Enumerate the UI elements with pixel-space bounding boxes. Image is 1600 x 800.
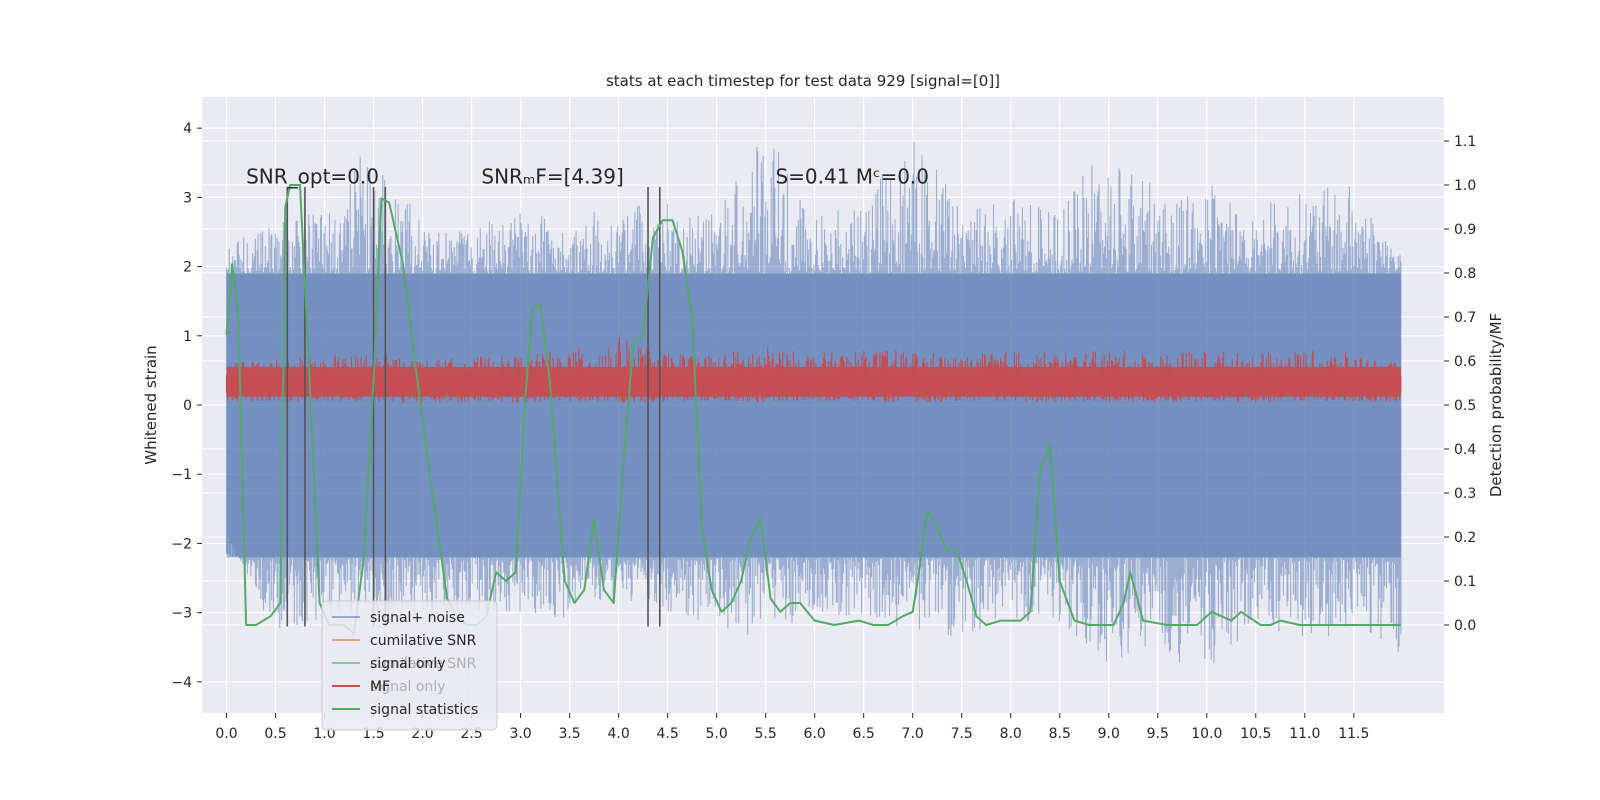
y-tick-label: −4 xyxy=(171,675,192,691)
mf-series xyxy=(225,336,1402,403)
x-tick-label: 9.5 xyxy=(1147,726,1169,742)
y2-tick-label: 0.8 xyxy=(1454,266,1476,282)
y2-tick-label: 1.0 xyxy=(1454,178,1476,194)
y2-tick-label: 0.5 xyxy=(1454,398,1476,414)
x-tick-label: 10.0 xyxy=(1191,726,1222,742)
x-tick-label: 3.5 xyxy=(558,726,580,742)
legend-label: signal+ noise xyxy=(370,610,465,626)
y2-tick-label: 0.7 xyxy=(1454,310,1476,326)
annotation-text: SNR_opt=0.0 xyxy=(246,165,379,189)
x-tick-label: 9.0 xyxy=(1098,726,1120,742)
x-tick-label: 6.0 xyxy=(804,726,826,742)
legend-label: cumilative SNR xyxy=(370,633,477,649)
y-axis-left: −4 −3 −2 −1 0 1 2 3 4 xyxy=(171,121,202,691)
x-tick-label: 5.5 xyxy=(755,726,777,742)
y2-tick-label: 0.6 xyxy=(1454,354,1476,370)
legend-ghost-label: signal only xyxy=(370,679,445,695)
y-tick-label: −3 xyxy=(171,606,192,622)
x-tick-label: 7.0 xyxy=(902,726,924,742)
annotations: SNR_opt=0.0 SNRₘF=[4.39] S=0.41 Mᶜ=0.0 xyxy=(246,165,929,189)
y-tick-label: 4 xyxy=(183,121,192,137)
x-tick-label: 4.0 xyxy=(607,726,629,742)
x-tick-label: 3.0 xyxy=(509,726,531,742)
x-tick-label: 11.5 xyxy=(1338,726,1369,742)
legend-label: signal only xyxy=(370,656,445,672)
y2-tick-label: 0.4 xyxy=(1454,442,1476,458)
x-tick-label: 5.0 xyxy=(706,726,728,742)
x-axis: 0.0 0.5 1.0 1.5 2.0 2.5 3.0 3.5 4.0 4.5 5.0 5.5 6.0 6… xyxy=(215,713,1369,742)
legend-ghost-label: cumilative SNR xyxy=(370,656,477,672)
y-tick-label: 3 xyxy=(183,190,192,206)
vertical-markers xyxy=(286,186,661,627)
mf-trace xyxy=(225,336,1402,403)
x-tick-label: 0.0 xyxy=(215,726,237,742)
y2-tick-label: 1.1 xyxy=(1454,134,1476,150)
y2-tick-label: 0.2 xyxy=(1454,530,1476,546)
chart-title: stats at each timestep for test data 929… xyxy=(606,72,1000,90)
x-tick-label: 6.5 xyxy=(853,726,875,742)
y2-tick-label: 0.3 xyxy=(1454,486,1476,502)
x-tick-label: 0.5 xyxy=(264,726,286,742)
x-tick-label: 4.5 xyxy=(656,726,678,742)
y-tick-label: 0 xyxy=(183,398,192,414)
legend-box xyxy=(321,600,498,731)
annotation-text: SNRₘF=[4.39] xyxy=(481,165,623,189)
y2-tick-label: 0.1 xyxy=(1454,574,1476,590)
y-tick-label: 1 xyxy=(183,329,192,345)
y-tick-label: −2 xyxy=(171,536,192,552)
legend-label: MF xyxy=(370,679,390,695)
signal-statistics-line xyxy=(225,184,1401,635)
y-axis-label: Whitened strain xyxy=(142,345,160,464)
y-axis-right: 0.0 0.1 0.2 0.3 0.4 0.5 0.6 0.7 0.8 0.9 1.0 1.1 xyxy=(1444,134,1476,634)
y-tick-label: 2 xyxy=(183,260,192,276)
legend-label: signal statistics xyxy=(370,702,478,718)
y2-tick-label: 0.0 xyxy=(1454,618,1476,634)
x-tick-label: 8.0 xyxy=(1000,726,1022,742)
y2-axis-label: Detection probability/MF xyxy=(1487,313,1505,497)
x-tick-label: 11.0 xyxy=(1289,726,1320,742)
y2-tick-label: 0.9 xyxy=(1454,222,1476,238)
x-tick-label: 8.5 xyxy=(1049,726,1071,742)
signal-statistics-series xyxy=(225,184,1401,635)
x-tick-label: 10.5 xyxy=(1240,726,1271,742)
x-tick-label: 7.5 xyxy=(951,726,973,742)
annotation-text: S=0.41 Mᶜ=0.0 xyxy=(775,165,929,189)
y-tick-label: −1 xyxy=(171,467,192,483)
